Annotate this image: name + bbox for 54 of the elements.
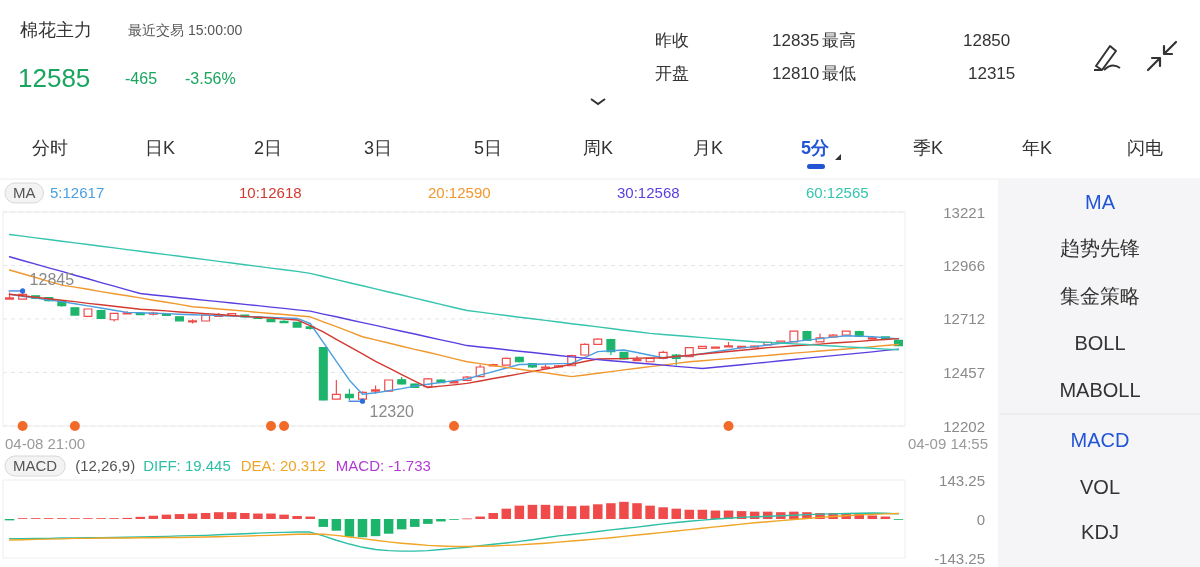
y-tick-label: 12712 [943, 310, 985, 328]
text: 年K [1021, 138, 1053, 159]
text: 04-08 21:00 [5, 435, 86, 453]
text: -3.56% [185, 69, 236, 87]
y-tick-label: 143.25 [939, 471, 985, 489]
text: 5:12617 [50, 184, 105, 202]
chart-title: MACD [13, 457, 58, 475]
text: 棉花主力 [20, 20, 92, 41]
text: BOLL [1074, 332, 1126, 355]
y-tick-label: 12966 [943, 257, 985, 275]
text: 2日 [253, 138, 283, 159]
text: 周K [582, 138, 614, 159]
annotation: 12320 [369, 402, 415, 420]
text: KDJ [1081, 521, 1119, 544]
text: 12810 [772, 64, 820, 84]
text: 20:12590 [428, 184, 491, 202]
text: DEA: 20.312 [240, 457, 326, 475]
text: 月K [692, 138, 724, 159]
text: 60:12565 [806, 184, 869, 202]
text: 最高 [822, 31, 856, 51]
text: 分时 [32, 138, 68, 159]
text: 开盘 [655, 64, 689, 84]
text: 12315 [968, 64, 1016, 84]
chart-subtitle: (12,26,9) [75, 457, 136, 475]
text: VOL [1079, 476, 1121, 499]
text: 04-09 14:55 [907, 435, 988, 453]
text: MACD: -1.733 [335, 457, 431, 475]
text: 12835 [772, 31, 820, 51]
text: -465 [125, 69, 158, 87]
text: DIFF: 19.445 [143, 457, 231, 475]
y-tick-label: 12457 [943, 363, 985, 381]
y-tick-label: 13221 [943, 203, 985, 221]
text: 集金策略 [1060, 285, 1140, 308]
text: MACD [1070, 429, 1130, 452]
text: 12585 [18, 63, 91, 94]
text: 最低 [822, 64, 856, 84]
y-tick-label: -143.25 [934, 549, 985, 567]
text: 3日 [363, 138, 393, 159]
y-tick-label: 0 [976, 510, 985, 528]
text: 30:12568 [617, 184, 680, 202]
text: 5分 [800, 138, 830, 159]
text: MABOLL [1059, 379, 1141, 402]
text: 趋势先锋 [1060, 237, 1140, 260]
text: 闪电 [1127, 138, 1163, 159]
text: MA [1085, 191, 1116, 214]
text: 10:12618 [239, 184, 302, 202]
text: 季K [912, 138, 944, 159]
text: 最近交易 15:00:00 [128, 22, 243, 39]
legend-title: MA [13, 184, 36, 202]
text: 12850 [963, 31, 1011, 51]
text: 5日 [473, 138, 503, 159]
y-tick-label: 12202 [943, 417, 985, 435]
text: 日K [144, 138, 176, 159]
text: 昨收 [655, 31, 689, 51]
